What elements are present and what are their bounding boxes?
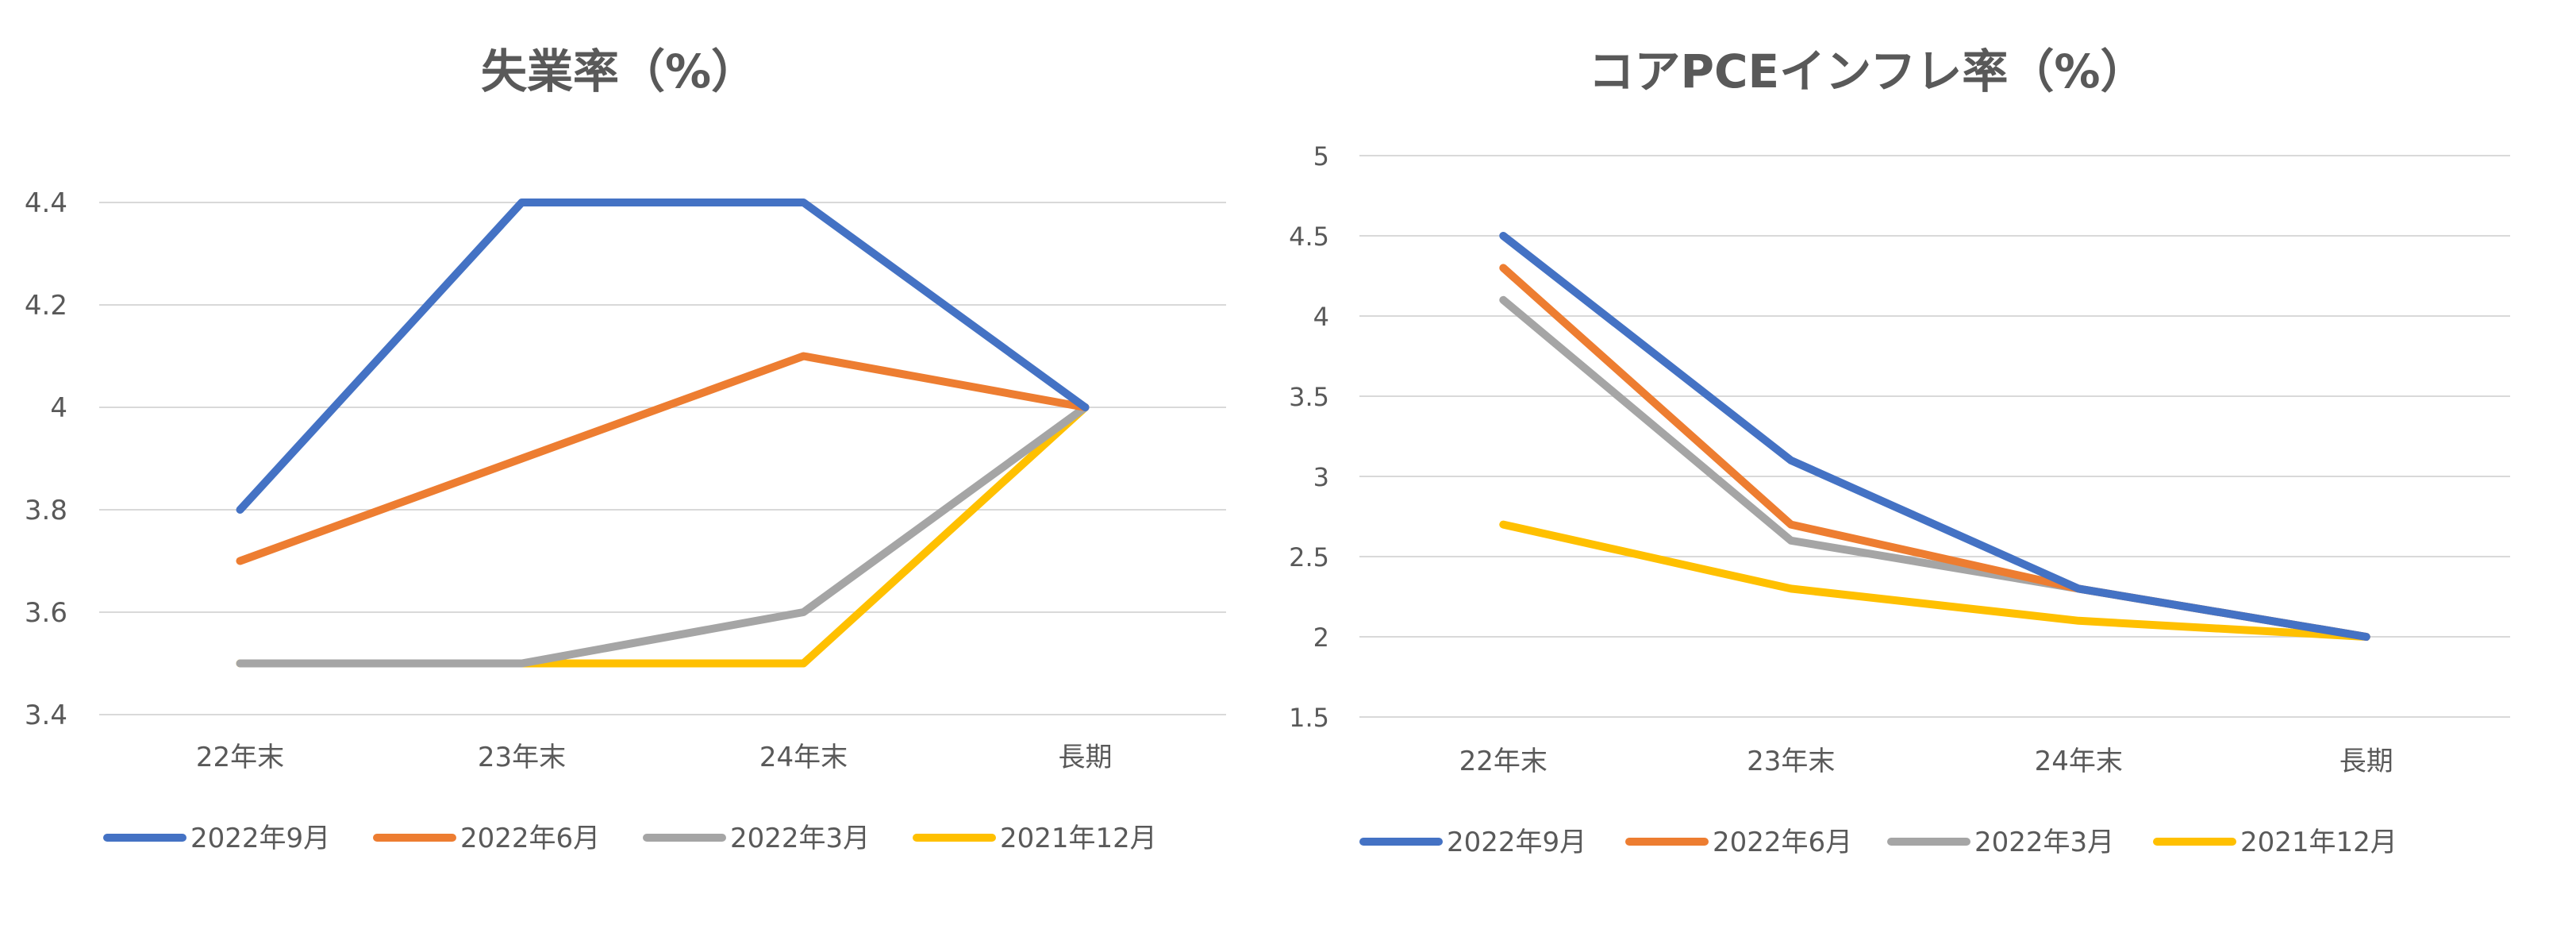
unemp-chart-title: 失業率（%） [481,44,757,98]
unemp-x-category-label: 23年末 [478,742,566,773]
pce-series-line-2 [1499,295,2370,641]
pce-legend-label: 2021年12月 [2240,827,2397,858]
pce-y-tick-label: 3 [1313,462,1329,492]
unemp-series-line-0 [236,199,1090,514]
unemp-y-tick-label: 3.8 [25,495,67,526]
unemp-y-tick-label: 4.4 [25,187,67,219]
unemp-x-category-label: 長期 [1059,742,1113,773]
unemp-y-tick-label: 3.4 [25,700,67,731]
pce-series-line-3 [1499,520,2370,641]
unemp-x-category-label: 24年末 [759,742,848,773]
pce-chart-title: コアPCEインフレ率（%） [1588,44,2146,98]
pce-x-category-label: 長期 [2340,746,2393,777]
unemp-legend-label: 2022年3月 [730,823,870,854]
pce-legend-label: 2022年6月 [1713,827,1852,858]
unemp-legend-label: 2022年9月 [190,823,330,854]
pce-legend-label: 2022年9月 [1447,827,1586,858]
unemp-series-line-3 [236,403,1090,668]
unemp-series-line-1 [236,352,1090,565]
unemp-y-tick-label: 4.2 [25,290,67,322]
unemp-y-tick-label: 4 [50,392,67,424]
unemp-legend-label: 2021年12月 [1000,823,1157,854]
pce-y-tick-label: 2 [1313,623,1329,653]
core-pce-chart: コアPCEインフレ率（%） 1.5 2 2.5 3 3.5 4 4.5 5 22年末 23年末 24年… [1288,0,2576,929]
unemployment-chart: 失業率（%） 3.4 3.6 3.8 4 4.2 4.4 22年末 23年末 24年末 長期 2022… [25,44,1226,854]
unemp-series-line-2 [236,403,1090,668]
unemp-x-category-label: 22年末 [196,742,284,773]
pce-y-tick-label: 4 [1313,302,1329,332]
unemployment-chart-svg: 失業率（%） 3.4 3.6 3.8 4 4.2 4.4 22年末 23年末 24年末 長期 2022… [25,44,1226,854]
pce-x-category-label: 22年末 [1459,746,1548,777]
pce-series-line-1 [1499,264,2370,641]
unemp-legend-label: 2022年6月 [460,823,600,854]
unemp-y-tick-label: 3.6 [25,597,67,629]
pce-y-tick-label: 4.5 [1289,222,1329,252]
pce-legend-label: 2022年3月 [1974,827,2114,858]
pce-x-category-label: 24年末 [2035,746,2123,777]
pce-y-tick-label: 3.5 [1289,382,1329,412]
pce-y-tick-label: 1.5 [1289,703,1329,733]
pce-series-line-0 [1499,232,2370,641]
pce-x-category-label: 23年末 [1747,746,1835,777]
pce-y-tick-label: 2.5 [1289,542,1329,572]
pce-y-tick-label: 5 [1313,141,1329,172]
core-pce-chart-svg: コアPCEインフレ率（%） 1.5 2 2.5 3 3.5 4 4.5 5 22年末 23年末 24年… [1289,44,2510,858]
